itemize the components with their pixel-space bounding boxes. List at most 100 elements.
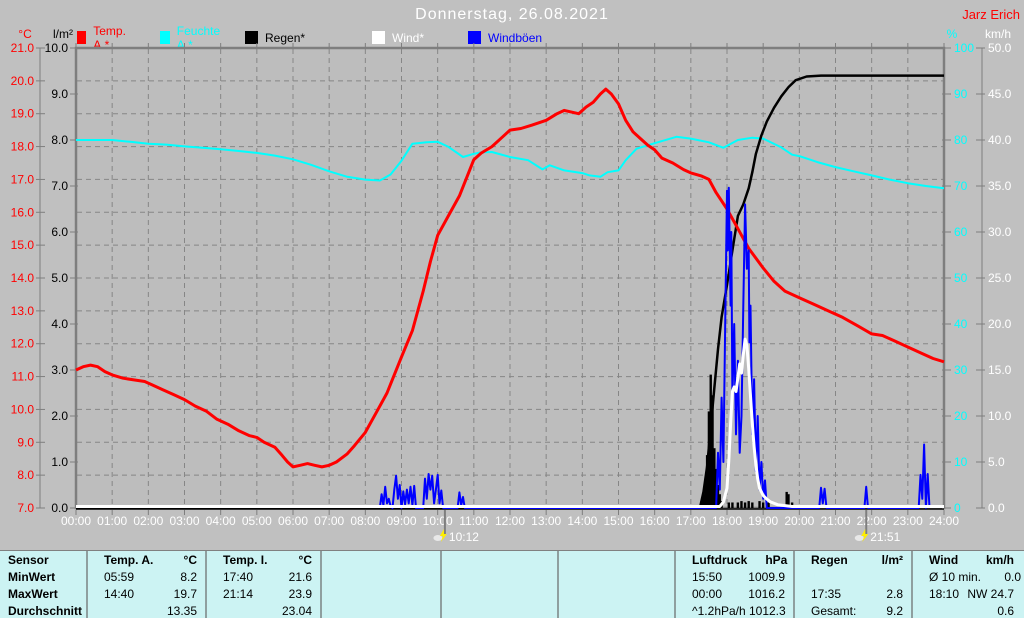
rain-rate-bar [761, 502, 765, 508]
table-cell [559, 551, 676, 568]
table-cell-time: ^1.2hPa/h [692, 603, 746, 618]
table-cell-time: Regen [811, 552, 848, 567]
x-axis-label: 02:00 [133, 514, 163, 528]
table-row-label: MaxWert [0, 585, 88, 602]
table-cell: 18:10 NW 24.7 [913, 585, 1024, 602]
table-cell-time: Ø 10 min. [929, 569, 982, 584]
wind-axis-label: 20.0 [988, 317, 1012, 331]
table-cell-time: Luftdruck [692, 552, 748, 567]
rain-axis-label: 0.0 [51, 501, 68, 515]
summary-table: Sensor Temp. A. °C Temp. I. °C Luftdruck hPa Re… [0, 550, 1024, 618]
table-cell-value: 19.7 [173, 586, 197, 601]
rain-rate-bar [716, 485, 720, 508]
table-row: Durchschnitt 13.35 23.04 ^1.2hPa/h 1012.3 Ges… [0, 602, 1024, 618]
temp-axis-label: 21.0 [11, 41, 35, 55]
humidity-series [76, 135, 945, 190]
legend-swatch-icon [372, 31, 385, 44]
rain-rate-bar [709, 374, 712, 508]
x-axis-label: 12:00 [495, 514, 525, 528]
table-cell-time: Temp. I. [223, 552, 268, 567]
table-cell: 21:14 23.9 [207, 585, 322, 602]
table-cell: 15:50 1009.9 [676, 568, 795, 585]
rain-axis-label: 3.0 [51, 363, 68, 377]
rain-rate-bar [704, 480, 707, 508]
temp-axis-label: 7.0 [17, 501, 34, 515]
table-row-label: Durchschnitt [0, 602, 88, 618]
rain-rate-bar [736, 502, 740, 508]
table-cell-value: 1012.3 [748, 603, 786, 618]
table-header-row: Sensor Temp. A. °C Temp. I. °C Luftdruck hPa Re… [0, 551, 1024, 568]
table-cell-value: 23.04 [281, 603, 312, 618]
rain-axis-label: 9.0 [51, 87, 68, 101]
legend-swatch-icon [468, 31, 481, 44]
wind-series [76, 337, 944, 508]
table-cell [322, 602, 442, 618]
table-cell: 14:40 19.7 [88, 585, 207, 602]
rain-axis-label: 6.0 [51, 225, 68, 239]
table-cell [322, 551, 442, 568]
x-axis-label: 07:00 [314, 514, 344, 528]
table-cell-value: °C [183, 552, 197, 567]
table-cell [322, 568, 442, 585]
table-cell: Luftdruck hPa [676, 551, 795, 568]
temp-axis-unit: °C [18, 27, 32, 41]
legend-item-5: Windböen [468, 30, 542, 45]
x-axis-label: 19:00 [748, 514, 778, 528]
wind-axis-label: 35.0 [988, 179, 1012, 193]
wind-axis-label: 10.0 [988, 409, 1012, 423]
legend-label: Wind* [392, 30, 425, 45]
legend-item-4: Wind* [372, 30, 424, 45]
rain-axis-label: 10.0 [45, 41, 69, 55]
humidity-axis-label: 70 [954, 179, 968, 193]
temp-axis-label: 14.0 [11, 271, 35, 285]
table-cell-time: 21:14 [223, 586, 254, 601]
table-cell: Temp. I. °C [207, 551, 322, 568]
x-axis-label: 10:00 [423, 514, 453, 528]
x-axis-label: 17:00 [676, 514, 706, 528]
rain-axis-label: 5.0 [51, 271, 68, 285]
rain-rate-bar [740, 501, 743, 508]
event-marker-time: 10:12 [449, 530, 479, 544]
table-cell: Gesamt: 9.2 [795, 602, 913, 618]
humidity-axis-label: 10 [954, 455, 968, 469]
table-cell-value: 23.9 [288, 586, 312, 601]
rain-axis-label: 7.0 [51, 179, 68, 193]
table-cell-value: 0.6 [997, 603, 1014, 618]
x-axis-label: 16:00 [640, 514, 670, 528]
x-axis-label: 09:00 [386, 514, 416, 528]
table-cell-value: 1016.2 [748, 586, 785, 601]
table-cell-value: 9.2 [886, 603, 903, 618]
rain-rate-bar [713, 448, 716, 508]
temp-axis-label: 12.0 [11, 337, 35, 351]
temp-axis-label: 13.0 [11, 304, 35, 318]
table-cell-time: 18:10 [929, 586, 960, 601]
table-cell: ^1.2hPa/h 1012.3 [676, 602, 795, 618]
rain-axis-unit: l/m² [53, 27, 73, 41]
temp-axis-label: 11.0 [12, 370, 35, 384]
x-axis-label: 24:00 [929, 514, 959, 528]
lightning-icon [861, 529, 869, 542]
table-cell [442, 568, 559, 585]
rain-rate-bar [751, 502, 754, 508]
temp-series [75, 87, 945, 469]
chart-title: Donnerstag, 26.08.2021 [415, 6, 609, 23]
table-cell-time: 00:00 [692, 586, 723, 601]
wind-axis-label: 5.0 [988, 455, 1005, 469]
table-row: MinWert 05:59 8.2 17:40 21.6 15:50 1009.9 Ø 10 … [0, 568, 1024, 585]
table-cell-time: 14:40 [104, 586, 135, 601]
event-marker-time: 21:51 [870, 530, 900, 544]
rain-axis-label: 4.0 [51, 317, 68, 331]
temp-axis-label: 16.0 [11, 205, 35, 219]
x-axis-label: 11:00 [459, 514, 488, 528]
x-axis-label: 01:00 [97, 514, 127, 528]
humidity-axis-label: 40 [954, 317, 968, 331]
temp-axis-label: 9.0 [17, 435, 34, 449]
rain-rate-bar [787, 494, 790, 508]
x-axis-label: 03:00 [169, 514, 199, 528]
table-cell-value: hPa [765, 552, 788, 567]
humidity-axis-label: 30 [954, 363, 968, 377]
weather-chart: 21.0 20.0 19.0 18.0 17.0 16.0 15.0 14.0 13.0 12.0… [11, 41, 1012, 544]
x-axis-label: 06:00 [278, 514, 308, 528]
table-cell-value: 1009.9 [748, 569, 785, 584]
x-axis-label: 21:00 [820, 514, 850, 528]
